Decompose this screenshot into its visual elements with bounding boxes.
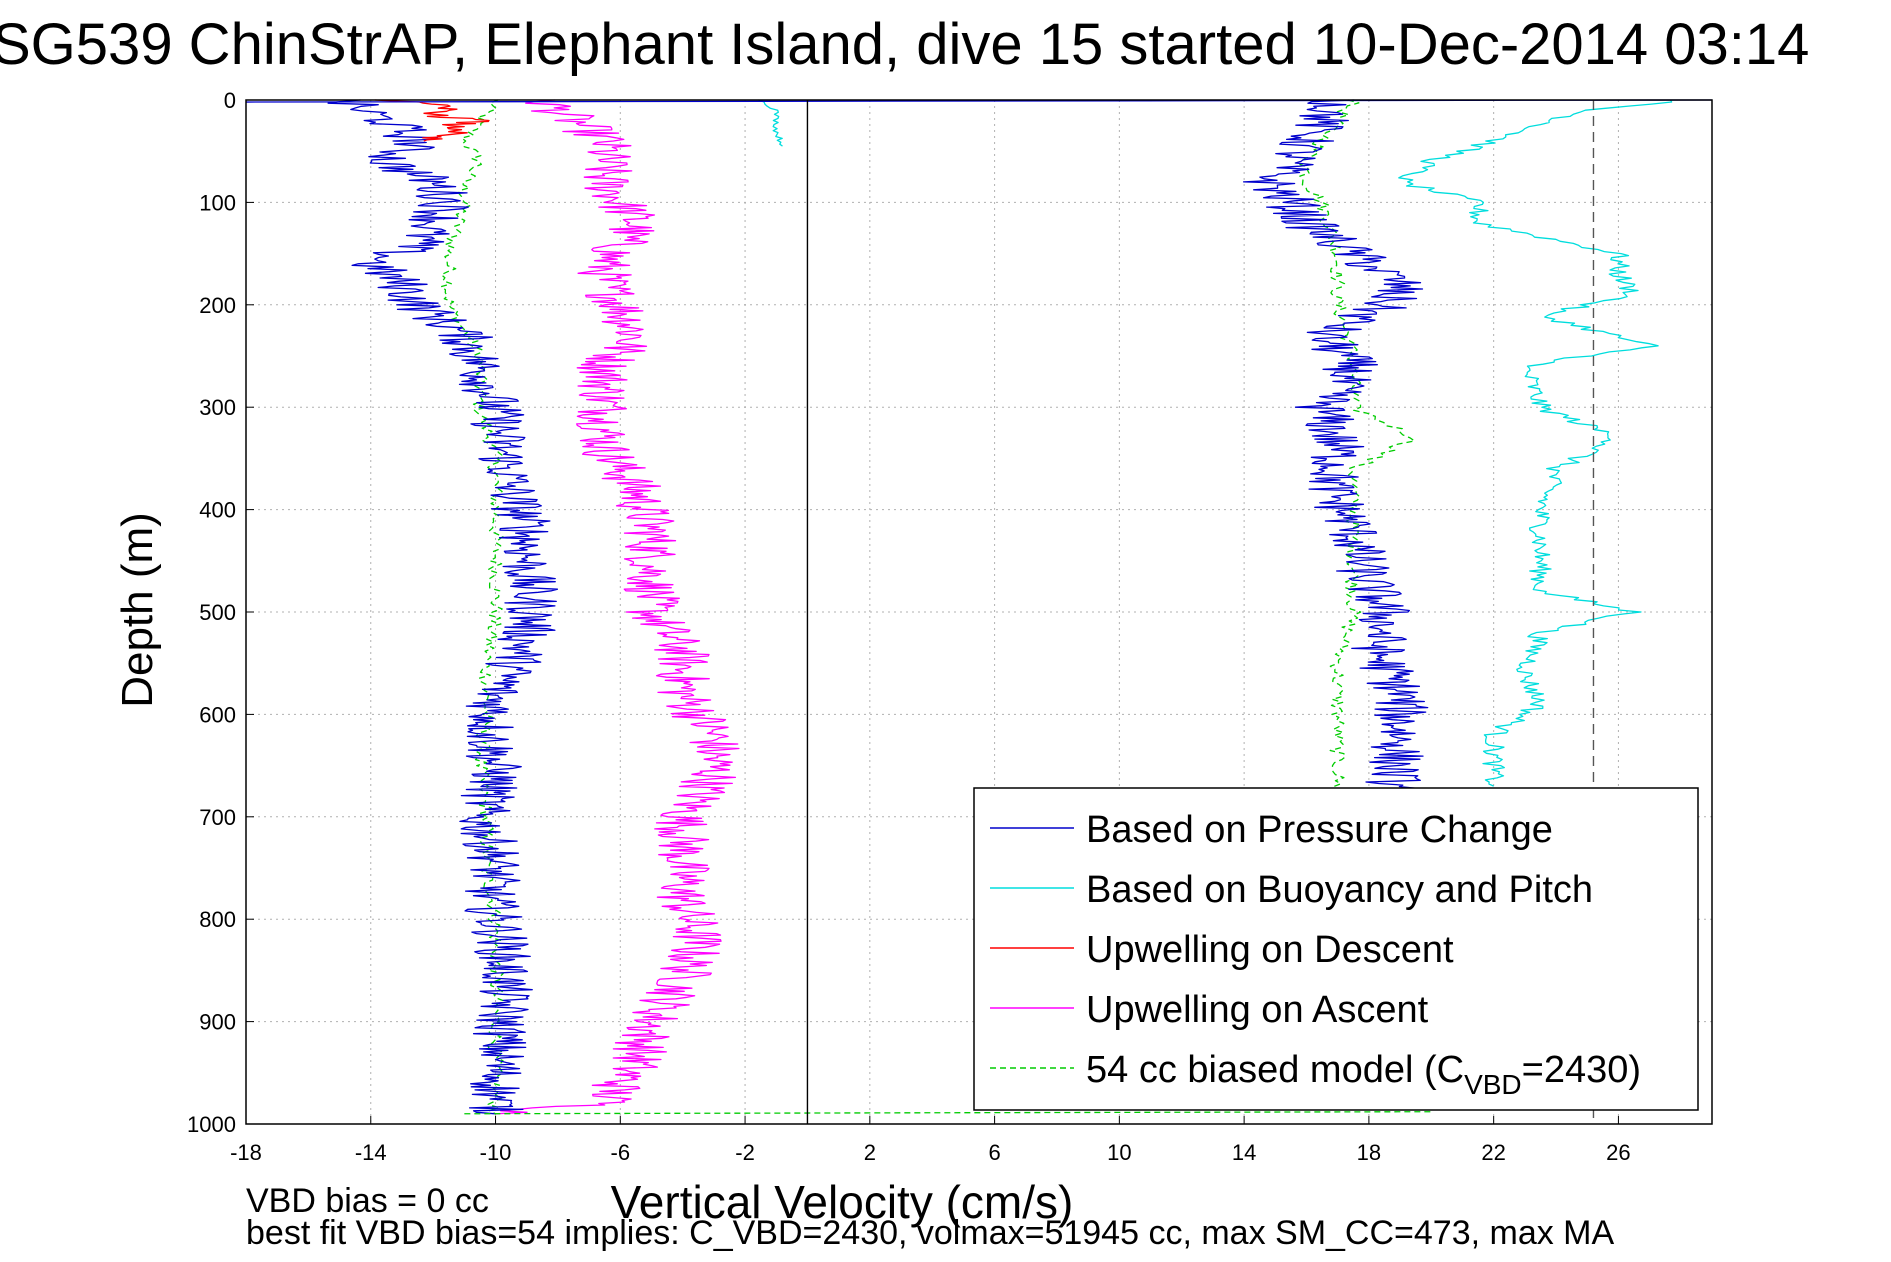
- series-upwelling-ascent: [495, 99, 740, 1115]
- footer-line-1: VBD bias = 0 cc: [246, 1182, 489, 1220]
- series-pressure-descent: [327, 99, 559, 1115]
- axis-ticks: -18 -14 -10 -6 -2 2 6 10 14 18 22 26010020030040050…: [187, 88, 1631, 1165]
- footer-line-2: best fit VBD bias=54 implies: C_VBD=2430…: [246, 1214, 1615, 1252]
- series-pressure-ascent: [1242, 99, 1429, 808]
- y-tick-label: 0: [224, 88, 236, 113]
- x-tick-label: -6: [611, 1140, 631, 1165]
- y-axis-label: Depth (m): [113, 512, 162, 708]
- x-tick-label: -14: [355, 1140, 387, 1165]
- x-tick-label: 2: [864, 1140, 876, 1165]
- legend-label: Upwelling on Ascent: [1086, 989, 1429, 1031]
- series-buoyancy-descent: [758, 99, 783, 147]
- y-tick-label: 400: [199, 498, 236, 523]
- y-tick-label: 1000: [187, 1112, 236, 1137]
- x-axis-label: Vertical Velocity (cm/s): [611, 1176, 1074, 1228]
- y-tick-label: 700: [199, 805, 236, 830]
- x-tick-label: 26: [1606, 1140, 1630, 1165]
- legend-label: Based on Buoyancy and Pitch: [1086, 869, 1593, 911]
- series-upwelling-descent: [374, 99, 490, 142]
- y-tick-label: 500: [199, 600, 236, 625]
- x-tick-label: -18: [230, 1140, 262, 1165]
- y-tick-label: 800: [199, 907, 236, 932]
- x-tick-label: 14: [1232, 1140, 1256, 1165]
- legend-box: [973, 787, 1699, 1111]
- y-tick-label: 100: [199, 190, 236, 215]
- series-buoyancy-ascent: [1398, 99, 1673, 787]
- y-tick-label: 600: [199, 702, 236, 727]
- x-tick-label: 10: [1107, 1140, 1131, 1165]
- bottom-spike: [464, 1111, 1432, 1115]
- legend-label: Upwelling on Descent: [1086, 929, 1454, 971]
- y-tick-label: 900: [199, 1010, 236, 1035]
- y-tick-label: 200: [199, 293, 236, 318]
- y-tick-label: 300: [199, 395, 236, 420]
- legend-label: Based on Pressure Change: [1086, 809, 1553, 851]
- x-tick-label: -2: [735, 1140, 755, 1165]
- chart-title: SG539 ChinStrAP, Elephant Island, dive 1…: [0, 12, 1809, 77]
- x-tick-label: -10: [480, 1140, 512, 1165]
- x-tick-label: 18: [1357, 1140, 1381, 1165]
- series-model-ascent: [1299, 99, 1416, 818]
- series-layer: [245, 99, 1713, 1115]
- legend-label: 54 cc biased model (CVBD=2430): [1086, 1049, 1641, 1100]
- x-tick-label: 22: [1481, 1140, 1505, 1165]
- legend: Based on Pressure Change Based on Buoyanc…: [973, 787, 1699, 1111]
- x-tick-label: 6: [988, 1140, 1000, 1165]
